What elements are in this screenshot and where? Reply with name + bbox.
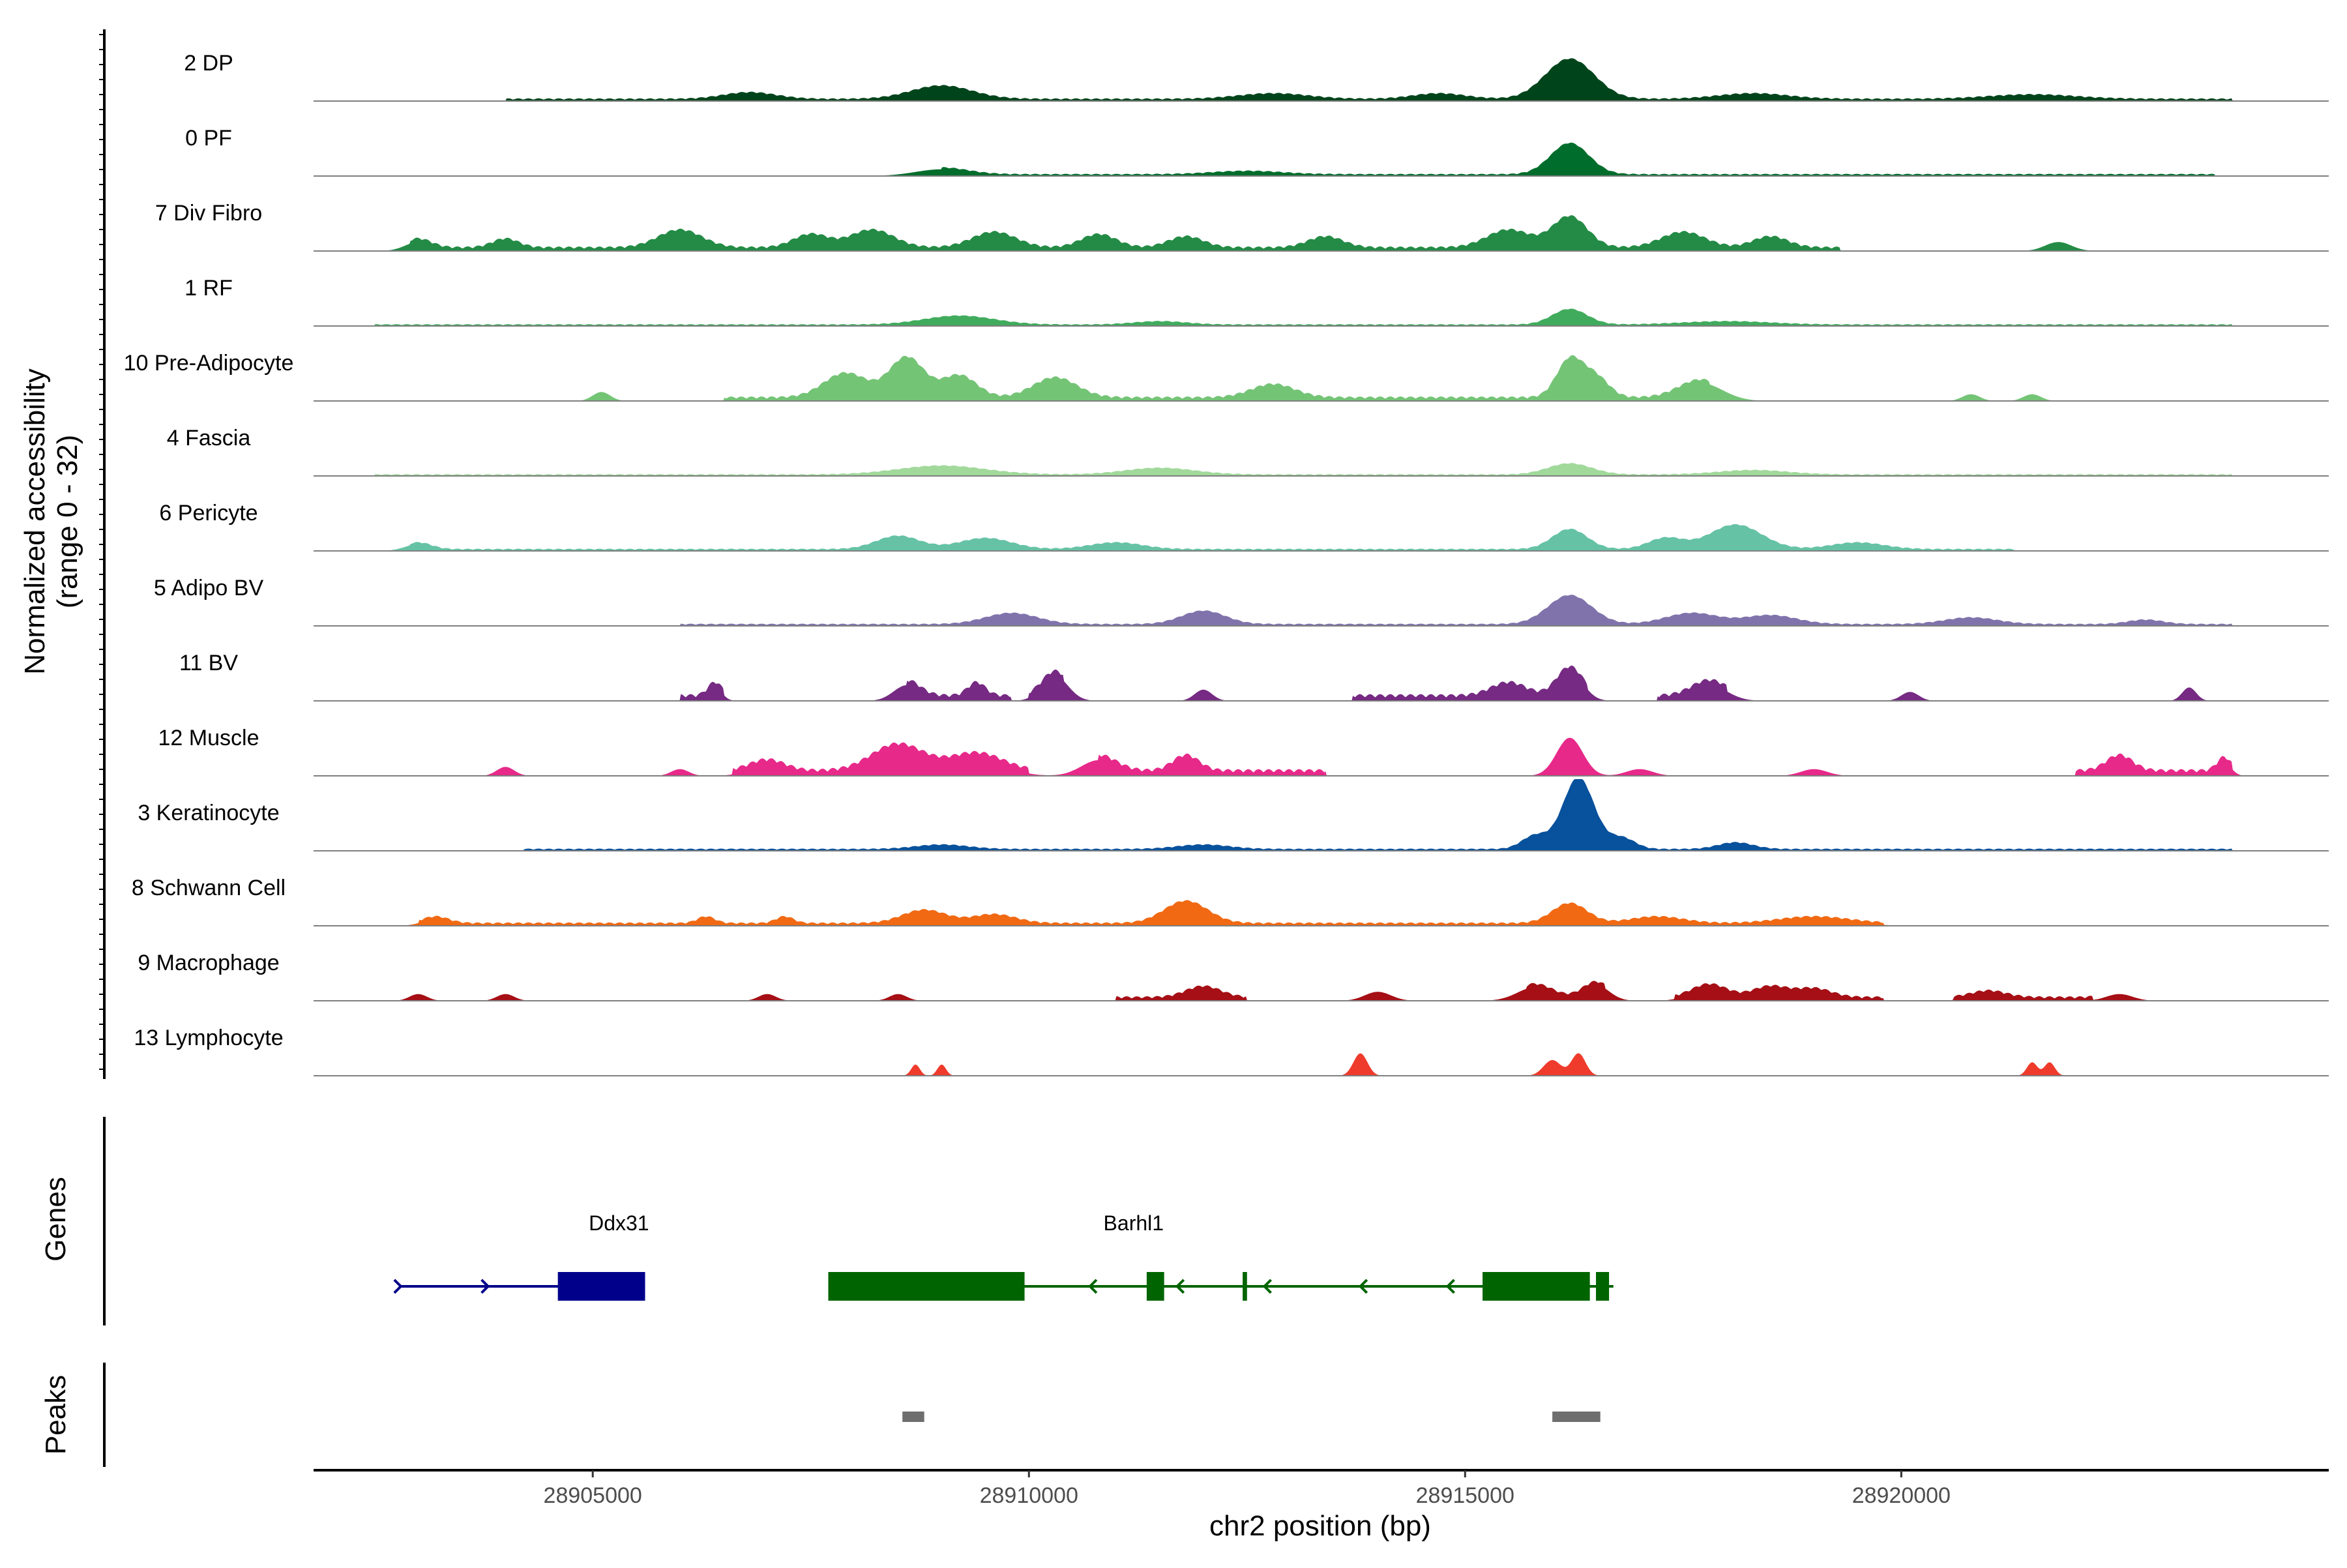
track-5: 10 Pre-Adipocyte bbox=[124, 351, 2329, 402]
track-signal-area bbox=[374, 1053, 2242, 1076]
gene-name-label: Ddx31 bbox=[589, 1211, 649, 1235]
track-label: 12 Muscle bbox=[158, 726, 259, 750]
track-12: 8 Schwann Cell bbox=[132, 876, 2329, 926]
track-signal-area bbox=[374, 981, 2242, 1001]
strand-arrow bbox=[480, 1279, 490, 1294]
gene-exon bbox=[557, 1272, 645, 1301]
track-10: 12 Muscle bbox=[158, 726, 2329, 777]
track-signal-area bbox=[374, 779, 2242, 851]
track-label: 6 Pericyte bbox=[159, 501, 258, 525]
genes-track-title: Genes bbox=[40, 1177, 72, 1262]
track-label: 3 Keratinocyte bbox=[138, 801, 279, 825]
strand-arrow bbox=[1175, 1279, 1185, 1294]
peaks-track bbox=[902, 1412, 1601, 1422]
gene-ddx31: Ddx31 bbox=[393, 1211, 649, 1301]
track-signal-area bbox=[374, 524, 2242, 551]
track-signal-area bbox=[374, 737, 2242, 776]
gene-exon bbox=[1596, 1272, 1610, 1301]
track-label: 4 Fascia bbox=[167, 426, 251, 451]
strand-arrow bbox=[1445, 1279, 1455, 1294]
y-axis-title: Normalized accessibility bbox=[19, 368, 51, 674]
track-signal-area bbox=[374, 142, 2242, 176]
coverage-tracks: 2 DP 0 PF 7 Div Fibro 1 RF 10 Pre-Adipocyte 4… bbox=[124, 51, 2329, 1076]
y-axis-range-label: (range 0 - 32) bbox=[52, 435, 83, 609]
x-tick-label: 28915000 bbox=[1416, 1483, 1514, 1508]
x-tick-label: 28910000 bbox=[980, 1483, 1078, 1508]
track-11: 3 Keratinocyte bbox=[138, 779, 2329, 851]
x-axis-title: chr2 position (bp) bbox=[1209, 1510, 1431, 1542]
track-label: 2 DP bbox=[184, 51, 233, 76]
track-label: 7 Div Fibro bbox=[155, 201, 262, 226]
track-signal-area bbox=[374, 665, 2242, 701]
strand-arrow bbox=[1088, 1279, 1098, 1294]
track-13: 9 Macrophage bbox=[138, 951, 2329, 1001]
strand-arrow bbox=[1262, 1279, 1272, 1294]
peak-region bbox=[902, 1412, 924, 1422]
track-signal-area bbox=[374, 595, 2242, 626]
track-4: 1 RF bbox=[185, 276, 2329, 327]
strand-arrow bbox=[1358, 1279, 1368, 1294]
track-1: 2 DP bbox=[184, 51, 2329, 102]
track-label: 5 Adipo BV bbox=[154, 576, 264, 600]
peak-region bbox=[1552, 1412, 1601, 1422]
gene-exon bbox=[1483, 1272, 1590, 1301]
track-label: 8 Schwann Cell bbox=[132, 876, 286, 900]
track-label: 11 BV bbox=[179, 651, 238, 675]
gene-exon bbox=[828, 1272, 1025, 1301]
x-tick-label: 28905000 bbox=[544, 1483, 642, 1508]
track-signal-area bbox=[374, 58, 2242, 101]
track-signal-area bbox=[374, 308, 2242, 326]
track-9: 11 BV bbox=[179, 651, 2329, 702]
track-3: 7 Div Fibro bbox=[155, 201, 2329, 252]
track-signal-area bbox=[374, 900, 2242, 926]
gene-exon bbox=[1243, 1272, 1247, 1301]
x-tick-label: 28920000 bbox=[1852, 1483, 1951, 1508]
track-label: 1 RF bbox=[185, 276, 233, 301]
track-signal-area bbox=[374, 355, 2242, 401]
track-signal-area bbox=[374, 215, 2242, 251]
track-label: 9 Macrophage bbox=[138, 951, 279, 975]
track-label: 10 Pre-Adipocyte bbox=[124, 351, 294, 376]
track-6: 4 Fascia bbox=[167, 426, 2329, 477]
track-14: 13 Lymphocyte bbox=[134, 1026, 2329, 1076]
track-7: 6 Pericyte bbox=[159, 501, 2329, 552]
y-axis bbox=[99, 29, 106, 1467]
gene-barhl1: Barhl1 bbox=[828, 1211, 1614, 1301]
strand-arrow bbox=[393, 1279, 403, 1294]
track-2: 0 PF bbox=[185, 126, 2329, 177]
x-axis: 28905000 28910000 28915000 28920000 bbox=[314, 1469, 2329, 1508]
gene-name-label: Barhl1 bbox=[1104, 1211, 1164, 1235]
gene-exon bbox=[1146, 1272, 1164, 1301]
track-signal-area bbox=[374, 463, 2242, 476]
track-label: 13 Lymphocyte bbox=[134, 1026, 283, 1050]
peaks-track-title: Peaks bbox=[40, 1375, 72, 1455]
track-8: 5 Adipo BV bbox=[154, 576, 2329, 627]
track-label: 0 PF bbox=[185, 126, 232, 151]
gene-annotation-track: Ddx31 Barhl1 bbox=[393, 1211, 1614, 1301]
